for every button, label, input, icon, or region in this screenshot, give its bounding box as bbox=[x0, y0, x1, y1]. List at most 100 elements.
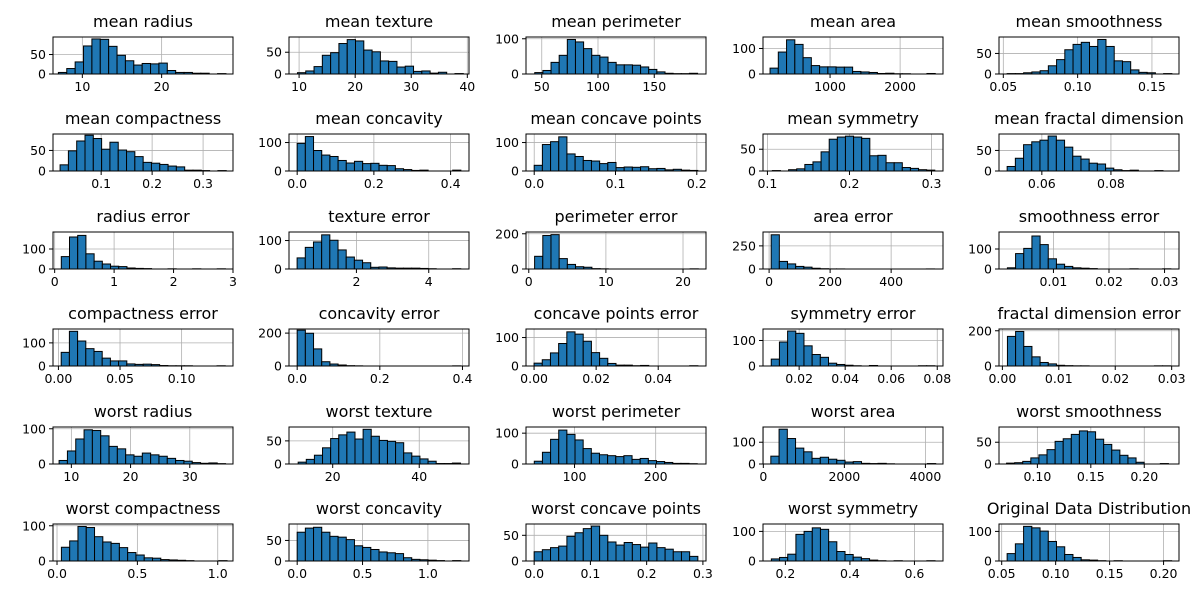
histogram-bar bbox=[901, 167, 911, 172]
y-tick-label: 100 bbox=[968, 242, 992, 257]
x-tick-label: 1.0 bbox=[418, 566, 438, 581]
y-tick-label: 100 bbox=[495, 135, 519, 150]
x-tick-label: 30 bbox=[182, 469, 198, 484]
histogram-bar bbox=[68, 330, 79, 367]
histogram-panel: mean radius 10 20 0 50 bbox=[30, 12, 234, 94]
histogram-bar bbox=[582, 159, 592, 172]
x-tick-label: 0.0 bbox=[524, 566, 544, 581]
histogram-bar bbox=[167, 165, 177, 172]
histogram-bar bbox=[133, 455, 143, 465]
x-tick-label: 4000 bbox=[910, 469, 942, 484]
histogram-bar bbox=[820, 151, 830, 172]
histogram-bar bbox=[566, 263, 577, 270]
x-tick-label: 0.1 bbox=[580, 566, 600, 581]
x-tick-label: 0.2 bbox=[840, 176, 860, 191]
histogram-bar bbox=[1006, 335, 1017, 367]
histogram-bar bbox=[1089, 45, 1099, 75]
histogram-bar bbox=[664, 548, 674, 562]
histogram-bar bbox=[1055, 139, 1066, 172]
panel-title: smoothness error bbox=[1019, 207, 1160, 226]
histogram-bar bbox=[84, 134, 94, 172]
histogram-bar bbox=[354, 438, 364, 465]
panel-title: area error bbox=[813, 207, 893, 226]
histogram-bar bbox=[803, 345, 813, 367]
histogram-bar bbox=[877, 154, 887, 172]
x-tick-label: 0.0 bbox=[287, 176, 307, 191]
histogram-bar bbox=[599, 534, 609, 562]
panel-title: concave points error bbox=[534, 304, 699, 323]
histogram-bar bbox=[66, 450, 77, 465]
histogram-bar bbox=[631, 64, 642, 75]
histogram-bar bbox=[329, 155, 339, 172]
histogram-bar bbox=[1078, 430, 1088, 465]
histogram-bar bbox=[322, 447, 332, 465]
histogram-bar bbox=[1014, 543, 1025, 562]
x-tick-label: 0.15 bbox=[1077, 469, 1105, 484]
histogram-bar bbox=[533, 551, 543, 562]
histogram-bar bbox=[777, 51, 788, 75]
histogram-bar bbox=[1054, 440, 1064, 465]
histogram-bar bbox=[795, 533, 805, 562]
histogram-bar bbox=[321, 54, 332, 75]
histogram-bar bbox=[93, 350, 103, 367]
x-tick-label: 0.4 bbox=[441, 176, 461, 191]
histogram-bar bbox=[1095, 438, 1105, 465]
y-tick-label: 0 bbox=[511, 359, 519, 374]
histogram-bar bbox=[574, 532, 584, 562]
histogram-bar bbox=[150, 162, 161, 172]
histogram-bar bbox=[313, 348, 323, 367]
histogram-panel: worst concavity 0.0 0.5 1.0 0 50 bbox=[266, 499, 470, 581]
panel-title: perimeter error bbox=[555, 207, 678, 226]
histogram-bar bbox=[1096, 163, 1107, 172]
histogram-bar bbox=[819, 356, 829, 367]
x-tick-label: 10 bbox=[598, 274, 614, 289]
histogram-bar bbox=[1039, 244, 1049, 270]
histogram-bar bbox=[804, 163, 814, 172]
x-tick-label: 0.2 bbox=[637, 566, 657, 581]
histogram-bar bbox=[558, 258, 568, 270]
y-tick-label: 100 bbox=[258, 233, 282, 248]
histogram-bar bbox=[640, 66, 650, 75]
plot-frame bbox=[288, 328, 470, 367]
x-tick-label: 1000 bbox=[814, 79, 846, 94]
histogram-bar bbox=[893, 162, 903, 172]
x-tick-label: 2 bbox=[352, 274, 360, 289]
histogram-panel: worst concave points 0.0 0.1 0.2 0.3 0 50 bbox=[503, 499, 713, 581]
histogram-bar bbox=[77, 525, 87, 562]
x-tick-label: 150 bbox=[642, 79, 666, 94]
histogram-bar bbox=[124, 60, 135, 75]
y-tick-label: 0 bbox=[511, 457, 519, 472]
histogram-bar bbox=[1038, 454, 1048, 465]
plot-frame bbox=[288, 36, 470, 75]
x-tick-label: 10 bbox=[74, 79, 90, 94]
histogram-bar bbox=[378, 439, 388, 465]
histogram-bar bbox=[141, 62, 152, 75]
histogram-bar bbox=[91, 430, 102, 465]
y-tick-label: 50 bbox=[503, 528, 519, 543]
x-tick-label: 100 bbox=[563, 469, 587, 484]
histogram-bar bbox=[541, 144, 552, 172]
histogram-bar bbox=[77, 234, 87, 270]
histogram-bar bbox=[142, 161, 152, 172]
histogram-bar bbox=[1047, 540, 1057, 562]
histogram-bar bbox=[590, 525, 601, 562]
x-tick-label: 10 bbox=[291, 79, 307, 94]
histogram-bar bbox=[787, 553, 797, 562]
y-tick-label: 100 bbox=[22, 421, 46, 436]
histogram-bar bbox=[394, 553, 405, 562]
histogram-bar bbox=[126, 151, 136, 172]
x-tick-label: 0.0 bbox=[47, 566, 67, 581]
histogram-bar bbox=[109, 141, 119, 172]
histogram-bar bbox=[378, 164, 388, 172]
histogram-bar bbox=[623, 166, 633, 172]
histogram-bar bbox=[1072, 556, 1082, 562]
plot-frame bbox=[288, 426, 470, 465]
histogram-bar bbox=[811, 527, 821, 562]
y-tick-label: 250 bbox=[732, 238, 756, 253]
x-tick-label: 0.08 bbox=[923, 371, 951, 386]
histogram-bar bbox=[69, 540, 79, 562]
x-tick-label: 0.5 bbox=[127, 566, 147, 581]
histogram-bar bbox=[623, 542, 633, 562]
x-tick-label: 0 bbox=[51, 274, 59, 289]
histogram-panel: concavity error 0.0 0.2 0.4 0 200 bbox=[258, 304, 472, 386]
